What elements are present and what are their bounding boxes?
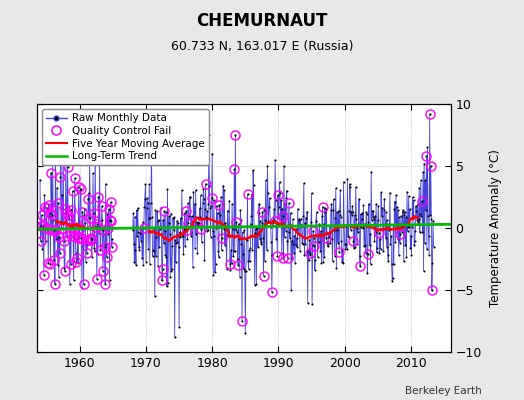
Legend: Raw Monthly Data, Quality Control Fail, Five Year Moving Average, Long-Term Tren: Raw Monthly Data, Quality Control Fail, …	[42, 109, 209, 165]
Y-axis label: Temperature Anomaly (°C): Temperature Anomaly (°C)	[489, 149, 502, 307]
Text: 60.733 N, 163.017 E (Russia): 60.733 N, 163.017 E (Russia)	[171, 40, 353, 53]
Text: Berkeley Earth: Berkeley Earth	[406, 386, 482, 396]
Text: CHEMURNAUT: CHEMURNAUT	[196, 12, 328, 30]
